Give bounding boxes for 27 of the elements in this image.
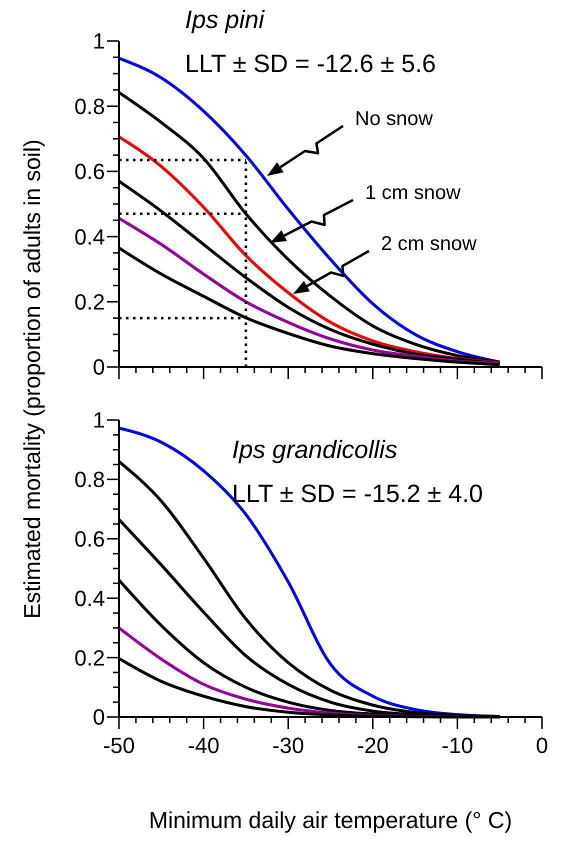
y-tick-label: 0.2 — [74, 645, 105, 670]
x-tick-label: 0 — [536, 733, 548, 758]
y-tick-label: 1 — [92, 28, 105, 54]
x-tick-label: -40 — [188, 733, 220, 758]
y-tick-label: 0.6 — [74, 159, 105, 184]
x-tick-label: -20 — [356, 733, 389, 758]
y-tick-label: 0.4 — [74, 586, 105, 611]
x-tick-label: -10 — [442, 733, 474, 758]
x-tick-label: -30 — [272, 733, 304, 758]
y-axis-title: Estimated mortality (proportion of adults in soil) — [19, 139, 45, 619]
x-tick-label: -50 — [103, 733, 135, 758]
annotation: 2 cm snow — [381, 233, 478, 255]
y-tick-label: 0 — [92, 704, 105, 730]
y-tick-label: 0.8 — [74, 467, 105, 492]
y-tick-label: 0.2 — [74, 290, 105, 314]
y-tick-label: 0.8 — [74, 94, 105, 119]
x-axis-title: Minimum daily air temperature (° C) — [148, 807, 512, 833]
y-tick-label: 1 — [92, 408, 105, 433]
chart-title: Ips pini — [185, 6, 266, 34]
text: Ips grandicollis — [232, 436, 398, 464]
chart-subtitle: LLT ± SD = -12.6 ± 5.6 — [185, 50, 436, 78]
annotation: No snow — [355, 108, 434, 130]
y-tick-label: 0.4 — [74, 224, 105, 250]
y-tick-label: 0 — [92, 354, 105, 380]
y-tick-label: 0.6 — [74, 526, 105, 552]
text: LLT ± SD = -15.2 ± 4.0 — [232, 480, 483, 508]
annotation: 1 cm snow — [365, 182, 462, 204]
